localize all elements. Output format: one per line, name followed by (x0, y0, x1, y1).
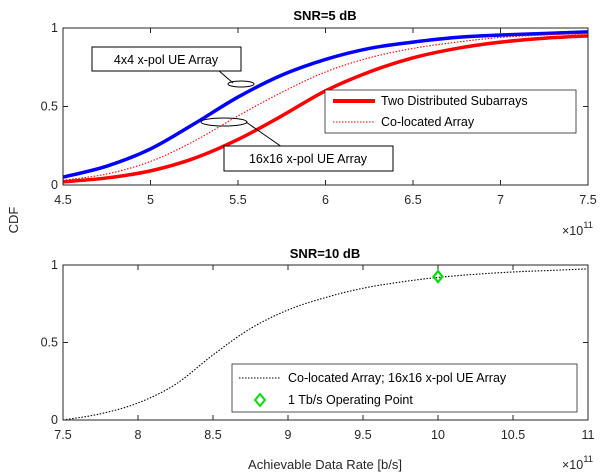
top-y-tick-label: 1 (51, 21, 58, 35)
top-x-tick-label: 5.5 (229, 193, 246, 207)
operating-point-marker (432, 269, 444, 284)
annotation-4x4-box (91, 46, 242, 72)
annotation-4x4: 4x4 x-pol UE Array (91, 46, 255, 88)
annotation-16x16-text: 16x16 x-pol UE Array (249, 152, 368, 166)
bottom-x-exponent: ×1011 (562, 454, 593, 472)
bottom-x-tick-label: 10 (431, 428, 445, 442)
top-x-tick-label: 4.5 (54, 193, 71, 207)
bottom-y-tick-label: 0.5 (41, 336, 58, 350)
top-chart: SNR=5 dB 4.5 5 5.5 6 6.5 7 7.5 0 0.5 1 ×1011 4x4 … (41, 8, 597, 238)
annotation-16x16: 16x16 x-pol UE Array (200, 117, 394, 172)
annotation-16x16-box (223, 145, 394, 172)
top-x-tick-label: 7.5 (579, 193, 596, 207)
top-legend: Two Distributed Subarrays Co-located Arr… (324, 89, 577, 134)
legend-label-co-located-16x16: Co-located Array; 16x16 x-pol UE Array (288, 371, 507, 385)
top-y-tick-label: 0.5 (41, 100, 58, 114)
annotation-16x16-pointer (245, 121, 283, 148)
bottom-y-tick-label: 0 (51, 413, 58, 427)
top-x-exponent: ×1011 (562, 220, 593, 238)
y-axis-label: CDF (6, 207, 21, 234)
bottom-y-tick-label: 1 (51, 258, 58, 272)
top-x-exponent-power: 11 (583, 220, 593, 231)
bottom-chart-title: SNR=10 dB (290, 246, 360, 261)
legend-label-operating-point: 1 Tb/s Operating Point (288, 393, 413, 407)
annotation-16x16-ellipse (200, 117, 248, 127)
bottom-legend: Co-located Array; 16x16 x-pol UE Array 1… (231, 363, 578, 413)
top-x-tick-label: 6.5 (404, 193, 421, 207)
top-x-exponent-base: ×10 (562, 224, 583, 238)
bottom-x-tick-label: 8 (135, 428, 142, 442)
top-legend-box (324, 89, 577, 134)
top-chart-title: SNR=5 dB (293, 8, 356, 23)
bottom-x-exponent-power: 11 (583, 454, 593, 465)
top-ticks: 4.5 5 5.5 6 6.5 7 7.5 0 0.5 1 (41, 21, 597, 207)
annotation-4x4-text: 4x4 x-pol UE Array (114, 53, 219, 67)
bottom-series (62, 268, 589, 421)
top-x-tick-label: 6 (322, 193, 329, 207)
top-series-2-line (62, 32, 589, 181)
bottom-axes-box (62, 264, 589, 421)
legend-label-two-distributed: Two Distributed Subarrays (381, 94, 528, 108)
bottom-legend-box (231, 363, 578, 413)
bottom-x-tick-label: 7.5 (54, 428, 71, 442)
bottom-x-tick-label: 9.5 (354, 428, 371, 442)
top-y-tick-label: 0 (51, 178, 58, 192)
top-axes-box (62, 27, 589, 186)
bottom-x-axis-label: Achievable Data Rate [b/s] (248, 457, 402, 472)
legend-label-co-located: Co-located Array (381, 115, 475, 129)
annotation-4x4-ellipse (227, 80, 255, 88)
top-x-tick-label: 7 (497, 193, 504, 207)
bottom-x-tick-label: 8.5 (204, 428, 221, 442)
top-x-tick-label: 5 (147, 193, 154, 207)
bottom-x-exponent-base: ×10 (562, 458, 583, 472)
top-series-0-line (62, 30, 589, 179)
bottom-series-0-line (62, 268, 589, 421)
bottom-x-tick-label: 11 (582, 428, 595, 442)
bottom-chart: SNR=10 dB 7.5 8 8.5 9 9.5 10 10.5 11 0 0.5 1 Achie… (41, 246, 595, 472)
bottom-x-tick-label: 9 (285, 428, 292, 442)
legend-swatch-operating-point (253, 392, 267, 408)
bottom-x-tick-label: 10.5 (501, 428, 525, 442)
